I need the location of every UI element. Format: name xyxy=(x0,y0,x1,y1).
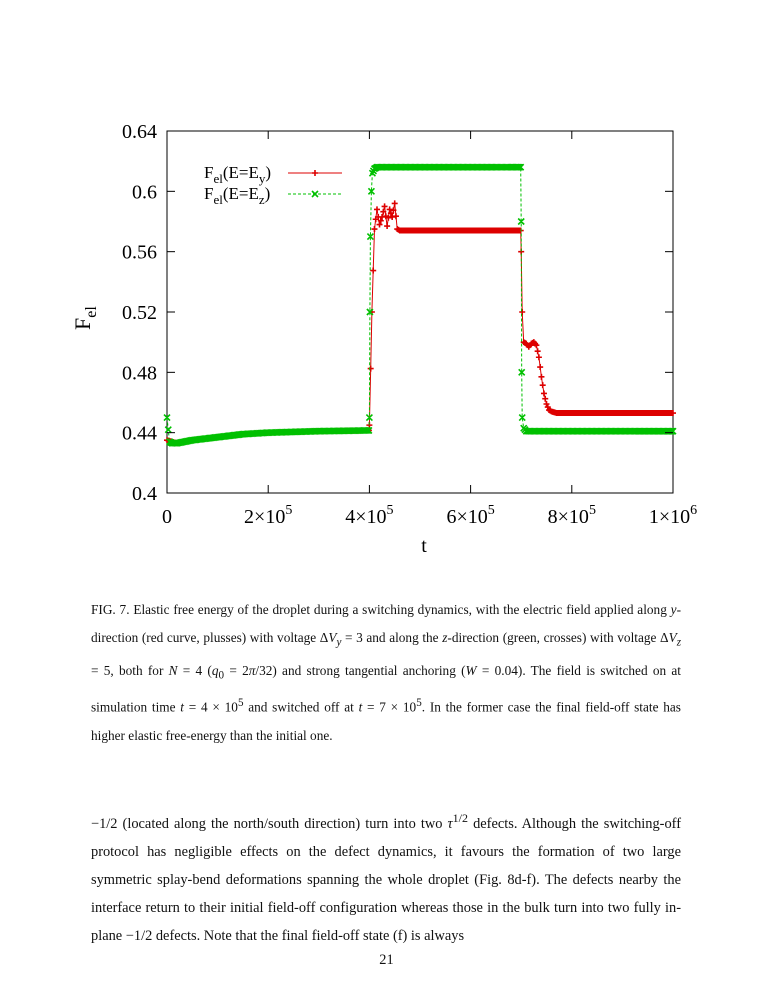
x-tick-label: 1×106 xyxy=(649,503,697,528)
x-tick-label: 0 xyxy=(162,506,172,528)
x-axis-label: t xyxy=(421,535,427,557)
caption-var: t xyxy=(180,699,184,715)
caption-sub: y xyxy=(336,636,342,649)
caption-part: . In the former case the final field-off… xyxy=(91,699,681,743)
body-part: −1/2 (located along the north/south dire… xyxy=(91,815,448,832)
figure-caption: FIG. 7. Elastic free energy of the dropl… xyxy=(91,596,681,750)
caption-part: = 0.04). The field is switched on at sim… xyxy=(91,662,681,715)
caption-var: z xyxy=(442,630,448,645)
legend-label: Fel(E=Ey) xyxy=(204,163,271,186)
caption-var: V xyxy=(668,630,677,645)
caption-var: N xyxy=(168,662,178,678)
series-cross xyxy=(163,163,677,447)
caption-part: = 2 xyxy=(224,662,249,678)
caption-part: = 3 and along the xyxy=(341,630,443,645)
caption-part: = 5, both for xyxy=(91,662,169,678)
caption-part: FIG. 7. Elastic free energy of the dropl… xyxy=(91,602,671,617)
y-tick-label: 0.64 xyxy=(122,121,157,143)
caption-var: V xyxy=(328,630,337,645)
caption-var: t xyxy=(358,699,363,715)
y-tick-label: 0.4 xyxy=(132,483,157,505)
x-tick-label: 2×105 xyxy=(244,503,292,528)
axis-ticks: 0.4 0.44 0.48 0.52 0.56 0.6 0.64 0 2×105 4×105 6×1… xyxy=(122,121,697,528)
y-tick-label: 0.6 xyxy=(132,181,157,203)
legend-marker xyxy=(311,190,319,198)
series-markers xyxy=(164,200,676,447)
body-part: defects. Although the switching-off prot… xyxy=(91,815,681,944)
caption-var: π xyxy=(248,662,256,678)
x-tick-label: 4×105 xyxy=(345,503,393,528)
caption-part: and switched off at xyxy=(243,699,359,715)
caption-var: W xyxy=(465,662,477,678)
series-plus xyxy=(164,200,676,447)
body-var: τ xyxy=(447,815,453,832)
caption-var: q xyxy=(211,662,219,678)
y-axis-label: Fel xyxy=(70,306,100,330)
page-number: 21 xyxy=(379,952,394,968)
y-tick-label: 0.48 xyxy=(122,362,157,384)
series-line xyxy=(166,203,673,444)
y-tick-label: 0.56 xyxy=(122,242,157,264)
axis-labels: t Fel xyxy=(70,306,427,557)
series-line xyxy=(166,166,673,444)
caption-exp: 5 xyxy=(416,697,422,710)
caption-part: = 7 × 10 xyxy=(362,699,417,715)
y-tick-label: 0.44 xyxy=(122,423,157,445)
chart-legend: Fel(E=Ey)Fel(E=Ez) xyxy=(204,163,342,207)
legend-marker xyxy=(312,170,318,176)
caption-part: = 4 ( xyxy=(177,662,212,678)
x-tick-label: 6×105 xyxy=(446,503,494,528)
chart-marks xyxy=(163,163,677,447)
caption-part: = 4 × 10 xyxy=(183,699,238,715)
y-tick-label: 0.52 xyxy=(122,302,157,324)
figure-7-chart: 0.4 0.44 0.48 0.52 0.56 0.6 0.64 0 2×105 4×105 6×1… xyxy=(70,121,697,557)
caption-var: y xyxy=(670,602,677,617)
caption-exp: 5 xyxy=(237,697,244,710)
caption-part: /32) and strong tangential anchoring ( xyxy=(255,662,466,678)
caption-sub: z xyxy=(676,636,682,649)
body-paragraph: −1/2 (located along the north/south dire… xyxy=(91,804,681,950)
body-exp: 1/2 xyxy=(452,811,469,825)
x-tick-label: 8×105 xyxy=(548,503,596,528)
caption-part: -direction (red curve, plusses) with vol… xyxy=(91,602,681,645)
caption-sub: 0 xyxy=(218,669,225,682)
legend-label: Fel(E=Ez) xyxy=(204,184,270,207)
series-markers xyxy=(163,163,677,447)
caption-part: -direction (green, crosses) with voltage… xyxy=(447,630,669,645)
